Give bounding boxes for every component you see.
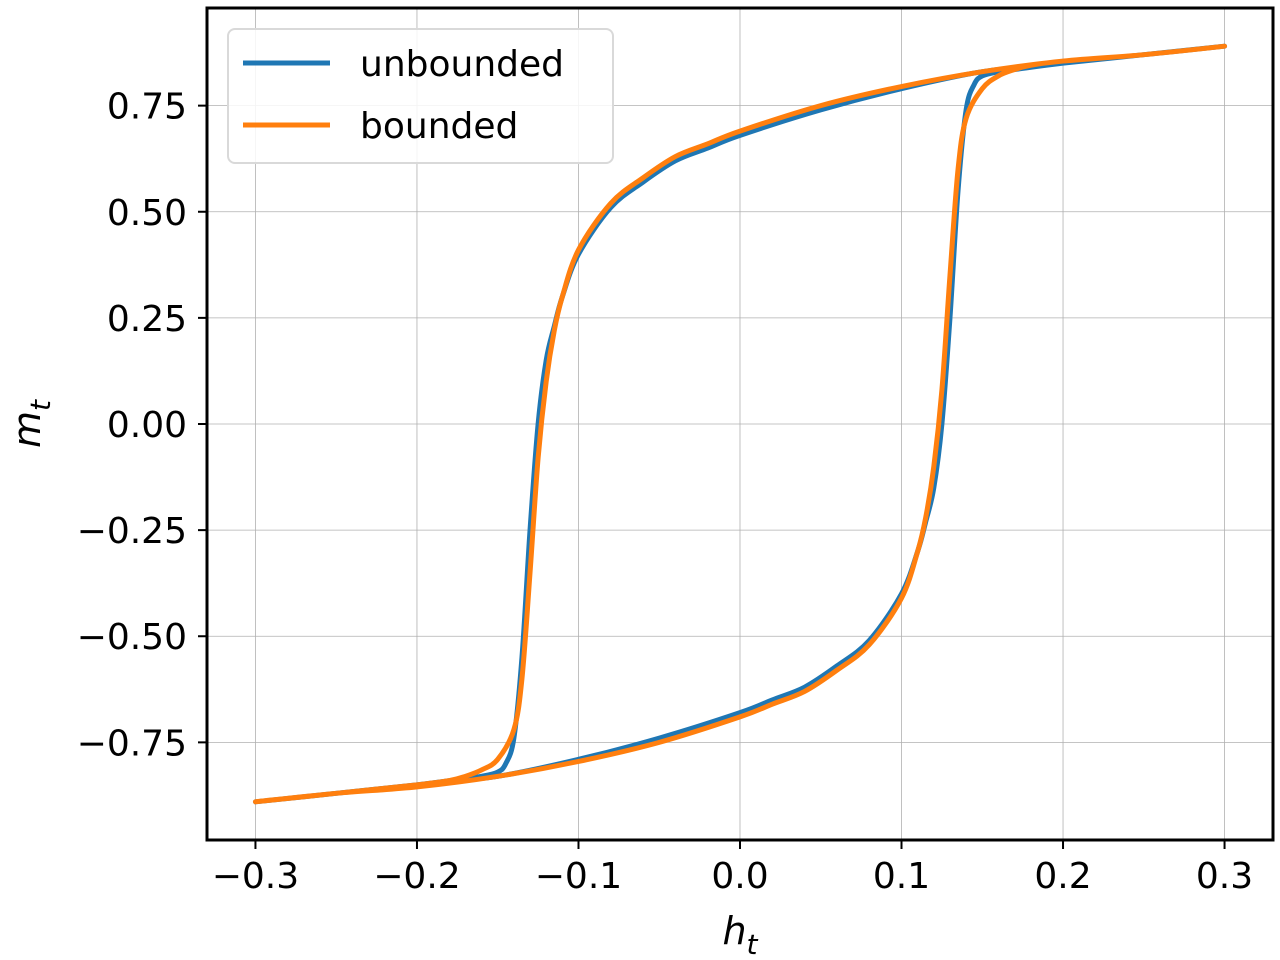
- x-tick-label: −0.3: [212, 856, 299, 897]
- series-line-bounded: [252, 43, 1228, 805]
- y-axis-ticks: −0.75 −0.50 −0.25 0.00 0.25 0.50 0.75: [77, 87, 207, 764]
- x-tick-label: 0.3: [1196, 856, 1253, 897]
- x-axis-title-main: h: [722, 909, 746, 953]
- x-tick-label: 0.0: [711, 856, 768, 897]
- legend: unbounded bounded: [227, 28, 614, 164]
- plot-series: [252, 43, 1228, 805]
- legend-label-bounded: bounded: [360, 106, 518, 147]
- x-tick-label: 0.2: [1034, 856, 1091, 897]
- y-axis-title-main: m: [5, 411, 49, 448]
- y-axis-title-subscript: t: [24, 399, 57, 411]
- y-tick-label: −0.75: [77, 723, 187, 764]
- y-tick-label: 0.75: [107, 87, 187, 128]
- legend-label-unbounded: unbounded: [360, 44, 564, 85]
- y-tick-label: 0.00: [107, 405, 187, 446]
- y-tick-label: 0.50: [107, 193, 187, 234]
- x-tick-label: −0.1: [535, 856, 622, 897]
- x-axis-title: ht: [722, 909, 758, 960]
- y-axis-title: mt: [5, 399, 57, 448]
- x-tick-label: −0.2: [373, 856, 460, 897]
- y-tick-label: 0.25: [107, 299, 187, 340]
- x-axis-ticks: −0.3 −0.2 −0.1 0.0 0.1 0.2 0.3: [212, 840, 1253, 897]
- x-axis-title-subscript: t: [747, 928, 759, 960]
- y-tick-label: −0.25: [77, 511, 187, 552]
- grid: [207, 8, 1273, 840]
- y-tick-label: −0.50: [77, 617, 187, 658]
- x-tick-label: 0.1: [873, 856, 930, 897]
